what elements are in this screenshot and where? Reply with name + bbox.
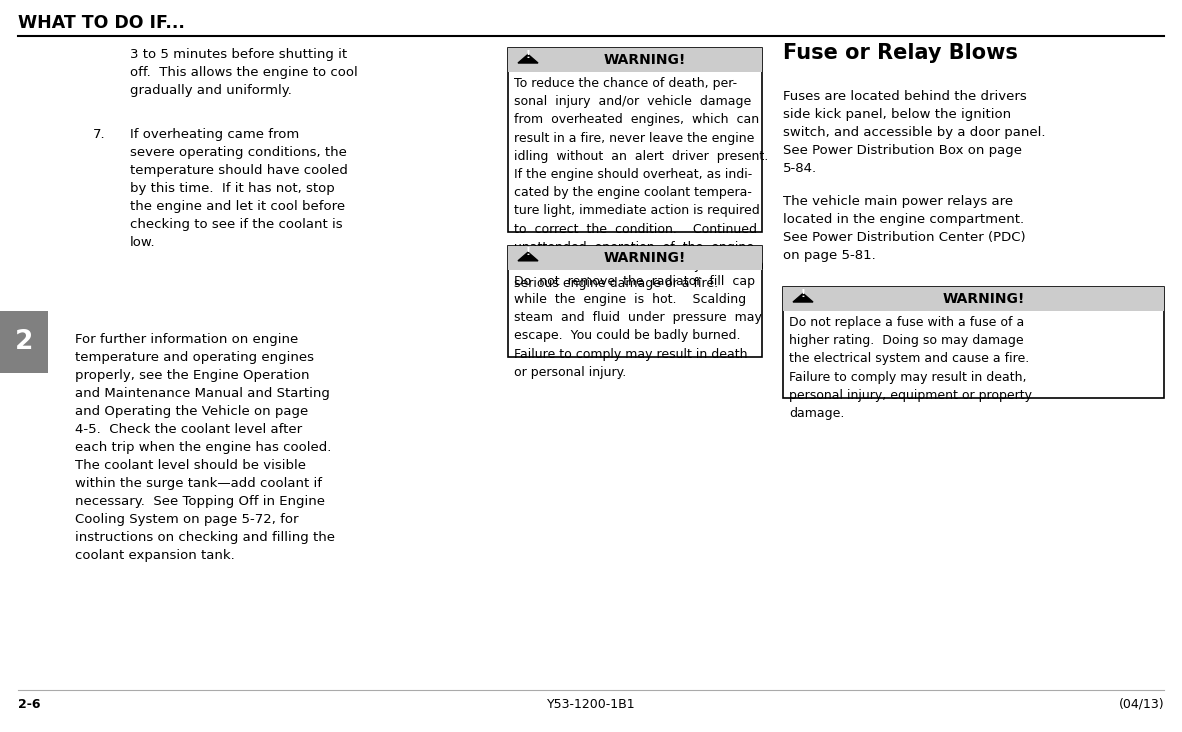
Text: The vehicle main power relays are
located in the engine compartment.
See Power D: The vehicle main power relays are locate… [782, 195, 1026, 262]
Text: Fuse or Relay Blows: Fuse or Relay Blows [782, 43, 1018, 63]
Polygon shape [793, 294, 813, 302]
Text: Y53-1200-1B1: Y53-1200-1B1 [547, 698, 635, 711]
Text: (04/13): (04/13) [1118, 698, 1164, 711]
Text: 7.: 7. [93, 128, 105, 141]
Polygon shape [518, 252, 538, 261]
Text: WHAT TO DO IF...: WHAT TO DO IF... [18, 14, 184, 32]
FancyBboxPatch shape [508, 48, 762, 232]
FancyBboxPatch shape [508, 48, 762, 72]
Text: If overheating came from
severe operating conditions, the
temperature should hav: If overheating came from severe operatin… [130, 128, 348, 249]
Text: Do  not  remove  the  radiator  fill  cap
while  the  engine  is  hot.    Scaldi: Do not remove the radiator fill cap whil… [514, 274, 762, 378]
Text: 2: 2 [15, 329, 33, 355]
Polygon shape [518, 54, 538, 63]
Text: 3 to 5 minutes before shutting it
off.  This allows the engine to cool
gradually: 3 to 5 minutes before shutting it off. T… [130, 48, 358, 97]
FancyBboxPatch shape [782, 287, 1164, 398]
Text: WARNING!: WARNING! [604, 251, 687, 265]
Text: To reduce the chance of death, per-
sonal  injury  and/or  vehicle  damage
from : To reduce the chance of death, per- sona… [514, 77, 768, 290]
Text: 2-6: 2-6 [18, 698, 40, 711]
Text: !: ! [526, 50, 531, 59]
FancyBboxPatch shape [508, 246, 762, 356]
Text: WARNING!: WARNING! [604, 53, 687, 67]
FancyBboxPatch shape [508, 246, 762, 270]
Text: !: ! [800, 288, 805, 299]
Text: !: ! [526, 247, 531, 258]
FancyBboxPatch shape [0, 311, 48, 373]
FancyBboxPatch shape [782, 287, 1164, 311]
Text: Do not replace a fuse with a fuse of a
higher rating.  Doing so may damage
the e: Do not replace a fuse with a fuse of a h… [790, 316, 1032, 420]
Text: Fuses are located behind the drivers
side kick panel, below the ignition
switch,: Fuses are located behind the drivers sid… [782, 90, 1046, 175]
Text: WARNING!: WARNING! [942, 292, 1025, 306]
Text: For further information on engine
temperature and operating engines
properly, se: For further information on engine temper… [74, 333, 335, 562]
